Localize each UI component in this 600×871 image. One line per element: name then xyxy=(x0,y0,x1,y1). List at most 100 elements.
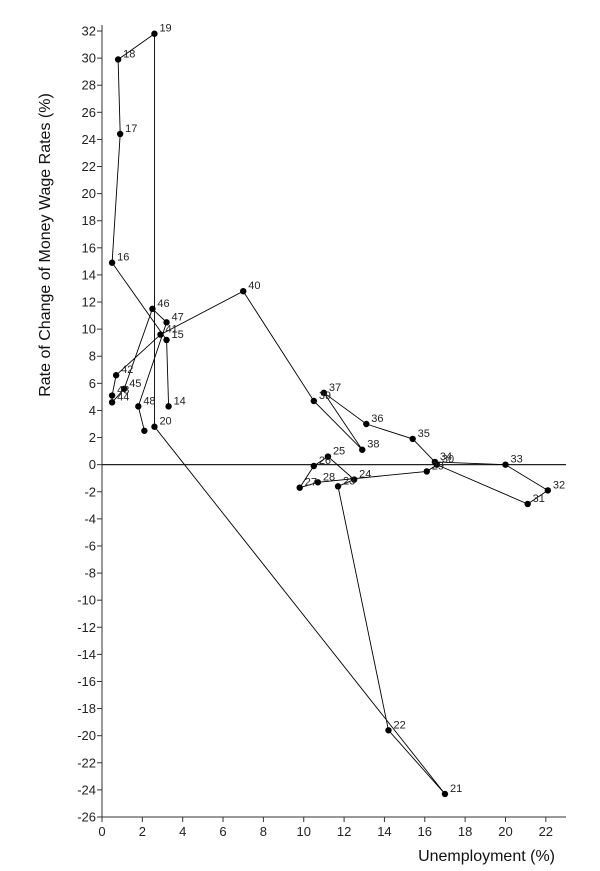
data-point xyxy=(165,403,172,410)
data-point xyxy=(240,287,247,295)
point-label: 27 xyxy=(305,477,317,489)
point-label: 37 xyxy=(329,382,341,394)
data-point xyxy=(423,468,430,475)
x-tick-label: 4 xyxy=(179,824,186,839)
data-point xyxy=(334,483,342,490)
point-label: 38 xyxy=(367,439,379,451)
y-tick-label: -14 xyxy=(77,647,96,662)
data-point xyxy=(114,56,122,63)
point-label: 29 xyxy=(432,460,444,472)
y-tick-label: 18 xyxy=(82,213,96,228)
point-label: 46 xyxy=(157,298,169,310)
data-point xyxy=(409,435,416,443)
point-label: 16 xyxy=(117,252,129,264)
x-tick-label: 10 xyxy=(297,824,311,839)
point-label: 33 xyxy=(510,454,522,466)
series-line xyxy=(111,32,549,795)
point-label: 26 xyxy=(319,455,331,467)
point-label: 31 xyxy=(533,493,545,505)
point-label: 23 xyxy=(343,475,355,487)
data-point xyxy=(108,399,116,406)
data-point xyxy=(524,500,531,508)
data-point xyxy=(431,458,439,466)
data-point xyxy=(320,389,328,397)
data-point xyxy=(385,727,392,734)
data-point xyxy=(157,331,164,338)
point-label: 34 xyxy=(440,451,452,463)
x-tick-label: 8 xyxy=(260,824,267,839)
point-label: 44 xyxy=(117,391,129,403)
point-label: 14 xyxy=(174,395,186,407)
point-label: 47 xyxy=(172,311,184,323)
data-point xyxy=(363,420,370,428)
point-label: 48 xyxy=(143,395,155,407)
data-point xyxy=(116,130,124,138)
x-tick-label: 22 xyxy=(539,824,553,839)
y-tick-label: -2 xyxy=(84,484,96,499)
point-label: 42 xyxy=(121,364,133,376)
data-point xyxy=(151,423,158,430)
point-label: 32 xyxy=(553,479,565,491)
y-axis-title: Rate of Change of Money Wage Rates (%) xyxy=(37,93,54,397)
y-tick-label: 28 xyxy=(82,78,96,93)
x-tick-label: 0 xyxy=(98,824,105,839)
point-label: 17 xyxy=(125,123,137,135)
data-point xyxy=(120,385,128,392)
y-tick-label: -4 xyxy=(84,511,96,526)
x-axis-title: Unemployment (%) xyxy=(418,848,555,865)
y-tick-label: 32 xyxy=(82,24,96,39)
data-point xyxy=(151,30,158,37)
data-point xyxy=(163,336,170,344)
point-label: 21 xyxy=(450,783,462,795)
point-label: 24 xyxy=(359,469,371,481)
point-label: 30 xyxy=(442,454,454,466)
y-tick-label: -16 xyxy=(77,674,96,689)
y-tick-label: -12 xyxy=(77,620,96,635)
x-tick-label: 6 xyxy=(219,824,226,839)
point-label: 43 xyxy=(117,385,129,397)
x-tick-label: 14 xyxy=(377,824,391,839)
y-tick-label: 2 xyxy=(89,430,96,445)
point-label: 25 xyxy=(333,446,345,458)
point-label: 39 xyxy=(319,390,331,402)
data-point xyxy=(149,305,156,313)
x-tick-label: 18 xyxy=(458,824,472,839)
data-point xyxy=(359,446,366,453)
data-point xyxy=(108,392,116,399)
y-tick-label: -24 xyxy=(77,782,96,797)
x-tick-label: 2 xyxy=(139,824,146,839)
data-point xyxy=(310,462,318,470)
point-label: 18 xyxy=(123,48,135,60)
point-label: 28 xyxy=(323,471,335,483)
y-tick-label: 24 xyxy=(82,132,96,147)
data-point xyxy=(544,487,552,494)
y-tick-label: 4 xyxy=(89,403,96,418)
y-tick-label: 22 xyxy=(82,159,96,174)
data-point xyxy=(135,403,142,410)
y-tick-label: 16 xyxy=(82,240,96,255)
data-point xyxy=(314,479,322,486)
point-label: 36 xyxy=(371,413,383,425)
y-tick-label: -26 xyxy=(77,810,96,825)
x-tick-label: 12 xyxy=(337,824,351,839)
point-label: 41 xyxy=(166,324,178,336)
data-point xyxy=(141,427,148,434)
data-point xyxy=(502,461,509,468)
y-tick-label: 14 xyxy=(82,267,96,282)
point-label: 22 xyxy=(393,719,405,731)
data-point xyxy=(108,259,116,266)
y-tick-label: -20 xyxy=(77,728,96,743)
point-label: 15 xyxy=(172,329,184,341)
point-label: 19 xyxy=(159,23,171,35)
y-tick-label: -22 xyxy=(77,755,96,770)
y-tick-label: -10 xyxy=(77,593,96,608)
x-tick-label: 20 xyxy=(498,824,512,839)
data-point xyxy=(441,790,449,798)
y-tick-label: 6 xyxy=(89,376,96,391)
data-point xyxy=(112,372,120,379)
data-point xyxy=(324,453,332,460)
y-tick-label: 26 xyxy=(82,105,96,120)
